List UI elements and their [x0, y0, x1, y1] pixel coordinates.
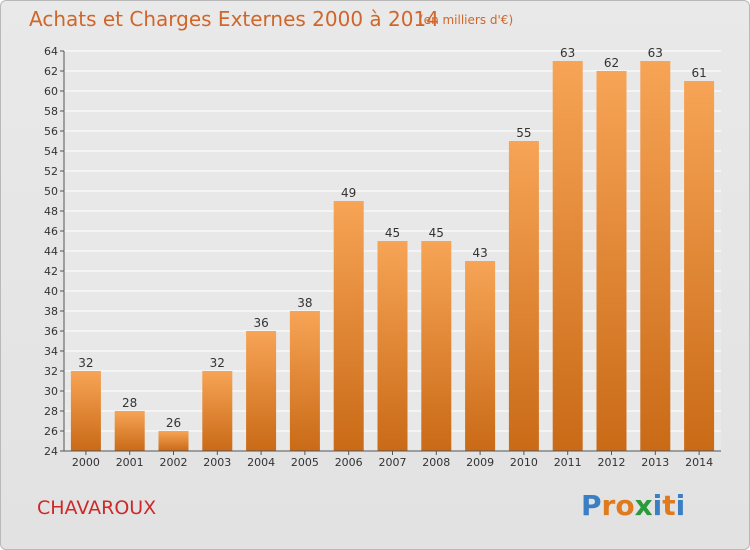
y-tick-label: 42: [44, 265, 58, 278]
data-label: 63: [648, 46, 663, 60]
data-label: 43: [472, 246, 487, 260]
data-label: 45: [429, 226, 444, 240]
y-tick-label: 40: [44, 285, 58, 298]
y-tick-label: 28: [44, 405, 58, 418]
bar: [70, 371, 101, 451]
bar: [508, 141, 539, 451]
data-label: 62: [604, 56, 619, 70]
logo-letter: r: [601, 489, 616, 522]
bar: [377, 241, 408, 451]
y-tick-label: 52: [44, 165, 58, 178]
chart-subtitle: (en milliers d'€): [419, 13, 514, 27]
x-tick-label: 2001: [116, 456, 144, 469]
bar: [640, 61, 671, 451]
x-tick-label: 2003: [203, 456, 231, 469]
bar: [246, 331, 277, 451]
y-tick-label: 64: [44, 45, 58, 58]
data-label: 32: [78, 356, 93, 370]
bar: [421, 241, 452, 451]
y-tick-label: 32: [44, 365, 58, 378]
x-tick-label: 2004: [247, 456, 275, 469]
proxiti-logo: Proxiti: [581, 489, 685, 522]
bar: [465, 261, 496, 451]
data-label: 61: [691, 66, 706, 80]
bar: [552, 61, 583, 451]
bar: [158, 431, 189, 451]
y-tick-label: 30: [44, 385, 58, 398]
logo-letter: t: [662, 489, 676, 522]
y-tick-label: 60: [44, 85, 58, 98]
logo-letter: x: [634, 489, 653, 522]
y-tick-label: 44: [44, 245, 58, 258]
y-tick-label: 38: [44, 305, 58, 318]
y-tick-label: 36: [44, 325, 58, 338]
data-label: 63: [560, 46, 575, 60]
x-tick-label: 2000: [72, 456, 100, 469]
x-tick-label: 2008: [422, 456, 450, 469]
x-tick-label: 2010: [510, 456, 538, 469]
x-tick-label: 2012: [598, 456, 626, 469]
y-tick-label: 62: [44, 65, 58, 78]
bar: [596, 71, 627, 451]
x-tick-label: 2011: [554, 456, 582, 469]
y-tick-label: 48: [44, 205, 58, 218]
y-tick-label: 50: [44, 185, 58, 198]
x-tick-label: 2014: [685, 456, 713, 469]
bar: [202, 371, 233, 451]
x-tick-label: 2002: [160, 456, 188, 469]
x-tick-label: 2006: [335, 456, 363, 469]
y-tick-label: 46: [44, 225, 58, 238]
logo-letter: i: [652, 489, 663, 522]
data-label: 32: [210, 356, 225, 370]
x-tick-label: 2013: [641, 456, 669, 469]
bar: [114, 411, 145, 451]
x-tick-label: 2005: [291, 456, 319, 469]
data-label: 36: [253, 316, 268, 330]
y-tick-label: 24: [44, 445, 58, 458]
data-label: 45: [385, 226, 400, 240]
data-label: 26: [166, 416, 181, 430]
data-label: 28: [122, 396, 137, 410]
x-tick-label: 2009: [466, 456, 494, 469]
y-tick-label: 26: [44, 425, 58, 438]
y-tick-label: 54: [44, 145, 58, 158]
y-tick-label: 56: [44, 125, 58, 138]
y-tick-label: 58: [44, 105, 58, 118]
y-tick-label: 34: [44, 345, 58, 358]
data-label: 49: [341, 186, 356, 200]
chart-title: Achats et Charges Externes 2000 à 2014: [29, 7, 439, 31]
data-label: 55: [516, 126, 531, 140]
logo-letter: P: [581, 489, 602, 522]
logo-letter: o: [615, 489, 635, 522]
logo-letter: i: [675, 489, 686, 522]
bar: [333, 201, 364, 451]
place-name: CHAVAROUX: [37, 497, 157, 519]
x-tick-label: 2007: [379, 456, 407, 469]
bar: [289, 311, 320, 451]
bar: [684, 81, 715, 451]
data-label: 38: [297, 296, 312, 310]
